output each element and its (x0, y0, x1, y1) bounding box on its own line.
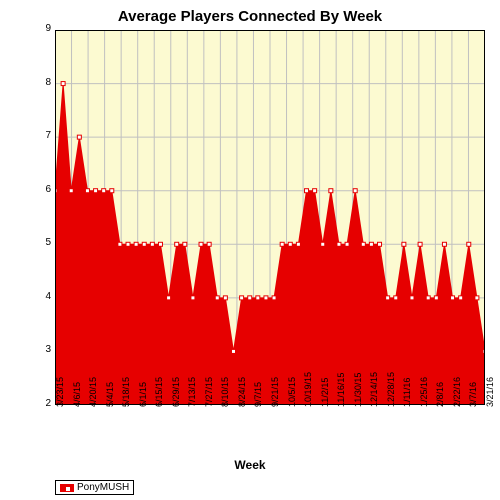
y-tick-label: 6 (37, 184, 51, 195)
x-tick-label: 2/22/16 (452, 377, 462, 407)
x-tick-label: 7/13/15 (187, 377, 197, 407)
x-tick-label: 9/21/15 (270, 377, 280, 407)
y-tick-label: 7 (37, 130, 51, 141)
x-tick-label: 12/28/15 (386, 372, 396, 407)
x-tick-label: 6/29/15 (171, 377, 181, 407)
x-tick-label: 5/4/15 (105, 382, 115, 407)
x-axis-label: Week (0, 458, 500, 472)
chart-container: Average Players Connected By Week Player… (0, 0, 500, 500)
legend: PonyMUSH (55, 480, 134, 495)
x-tick-label: 10/5/15 (287, 377, 297, 407)
x-tick-label: 7/27/15 (204, 377, 214, 407)
chart-svg (55, 30, 485, 405)
chart-title: Average Players Connected By Week (0, 0, 500, 30)
legend-swatch (60, 484, 74, 492)
x-tick-label: 5/18/15 (121, 377, 131, 407)
plot-area (55, 30, 485, 405)
x-tick-label: 4/6/15 (72, 382, 82, 407)
y-tick-label: 5 (37, 237, 51, 248)
x-tick-label: 2/8/16 (435, 382, 445, 407)
x-tick-label: 11/30/15 (353, 373, 363, 407)
legend-label: PonyMUSH (77, 482, 129, 493)
x-tick-label: 3/23/15 (55, 377, 65, 407)
x-tick-label: 1/25/16 (419, 377, 429, 407)
x-tick-label: 3/7/16 (468, 382, 478, 407)
x-tick-label: 6/1/15 (138, 382, 148, 407)
x-tick-label: 11/2/15 (320, 378, 330, 407)
x-tick-label: 9/7/15 (253, 382, 263, 407)
y-tick-label: 8 (37, 77, 51, 88)
x-tick-label: 8/10/15 (220, 377, 230, 407)
x-tick-label: 4/20/15 (88, 377, 98, 407)
x-tick-label: 1/11/16 (402, 378, 412, 407)
x-tick-label: 3/21/16 (485, 377, 495, 407)
x-tick-label: 11/16/15 (336, 373, 346, 407)
x-tick-label: 10/19/15 (303, 372, 313, 407)
y-tick-label: 2 (37, 398, 51, 409)
y-tick-label: 4 (37, 291, 51, 302)
y-tick-label: 9 (37, 23, 51, 34)
x-tick-label: 8/24/15 (237, 377, 247, 407)
y-tick-label: 3 (37, 344, 51, 355)
x-tick-label: 6/15/15 (154, 377, 164, 407)
x-tick-label: 12/14/15 (369, 372, 379, 407)
